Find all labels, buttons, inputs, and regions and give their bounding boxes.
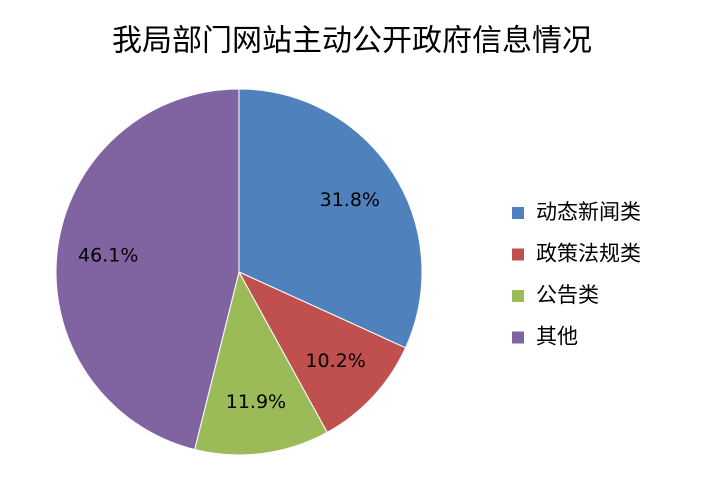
pie-slice xyxy=(238,88,423,349)
data-label: 31.8% xyxy=(320,189,380,211)
data-label: 46.1% xyxy=(78,244,138,266)
data-label: 10.2% xyxy=(305,350,365,372)
pie-slice xyxy=(55,88,240,451)
legend-swatch xyxy=(512,290,524,302)
legend-label: 公告类 xyxy=(536,283,599,307)
legend-swatch xyxy=(512,248,524,261)
chart-title: 我局部门网站主动公开政府信息情况 xyxy=(112,24,592,59)
data-label: 11.9% xyxy=(226,391,286,413)
legend-swatch xyxy=(512,207,524,219)
legend-swatch xyxy=(512,331,524,344)
pie-slice xyxy=(237,270,407,434)
legend-label: 动态新闻类 xyxy=(536,200,641,224)
legend-label: 政策法规类 xyxy=(536,242,641,266)
legend-label: 其他 xyxy=(536,325,578,349)
